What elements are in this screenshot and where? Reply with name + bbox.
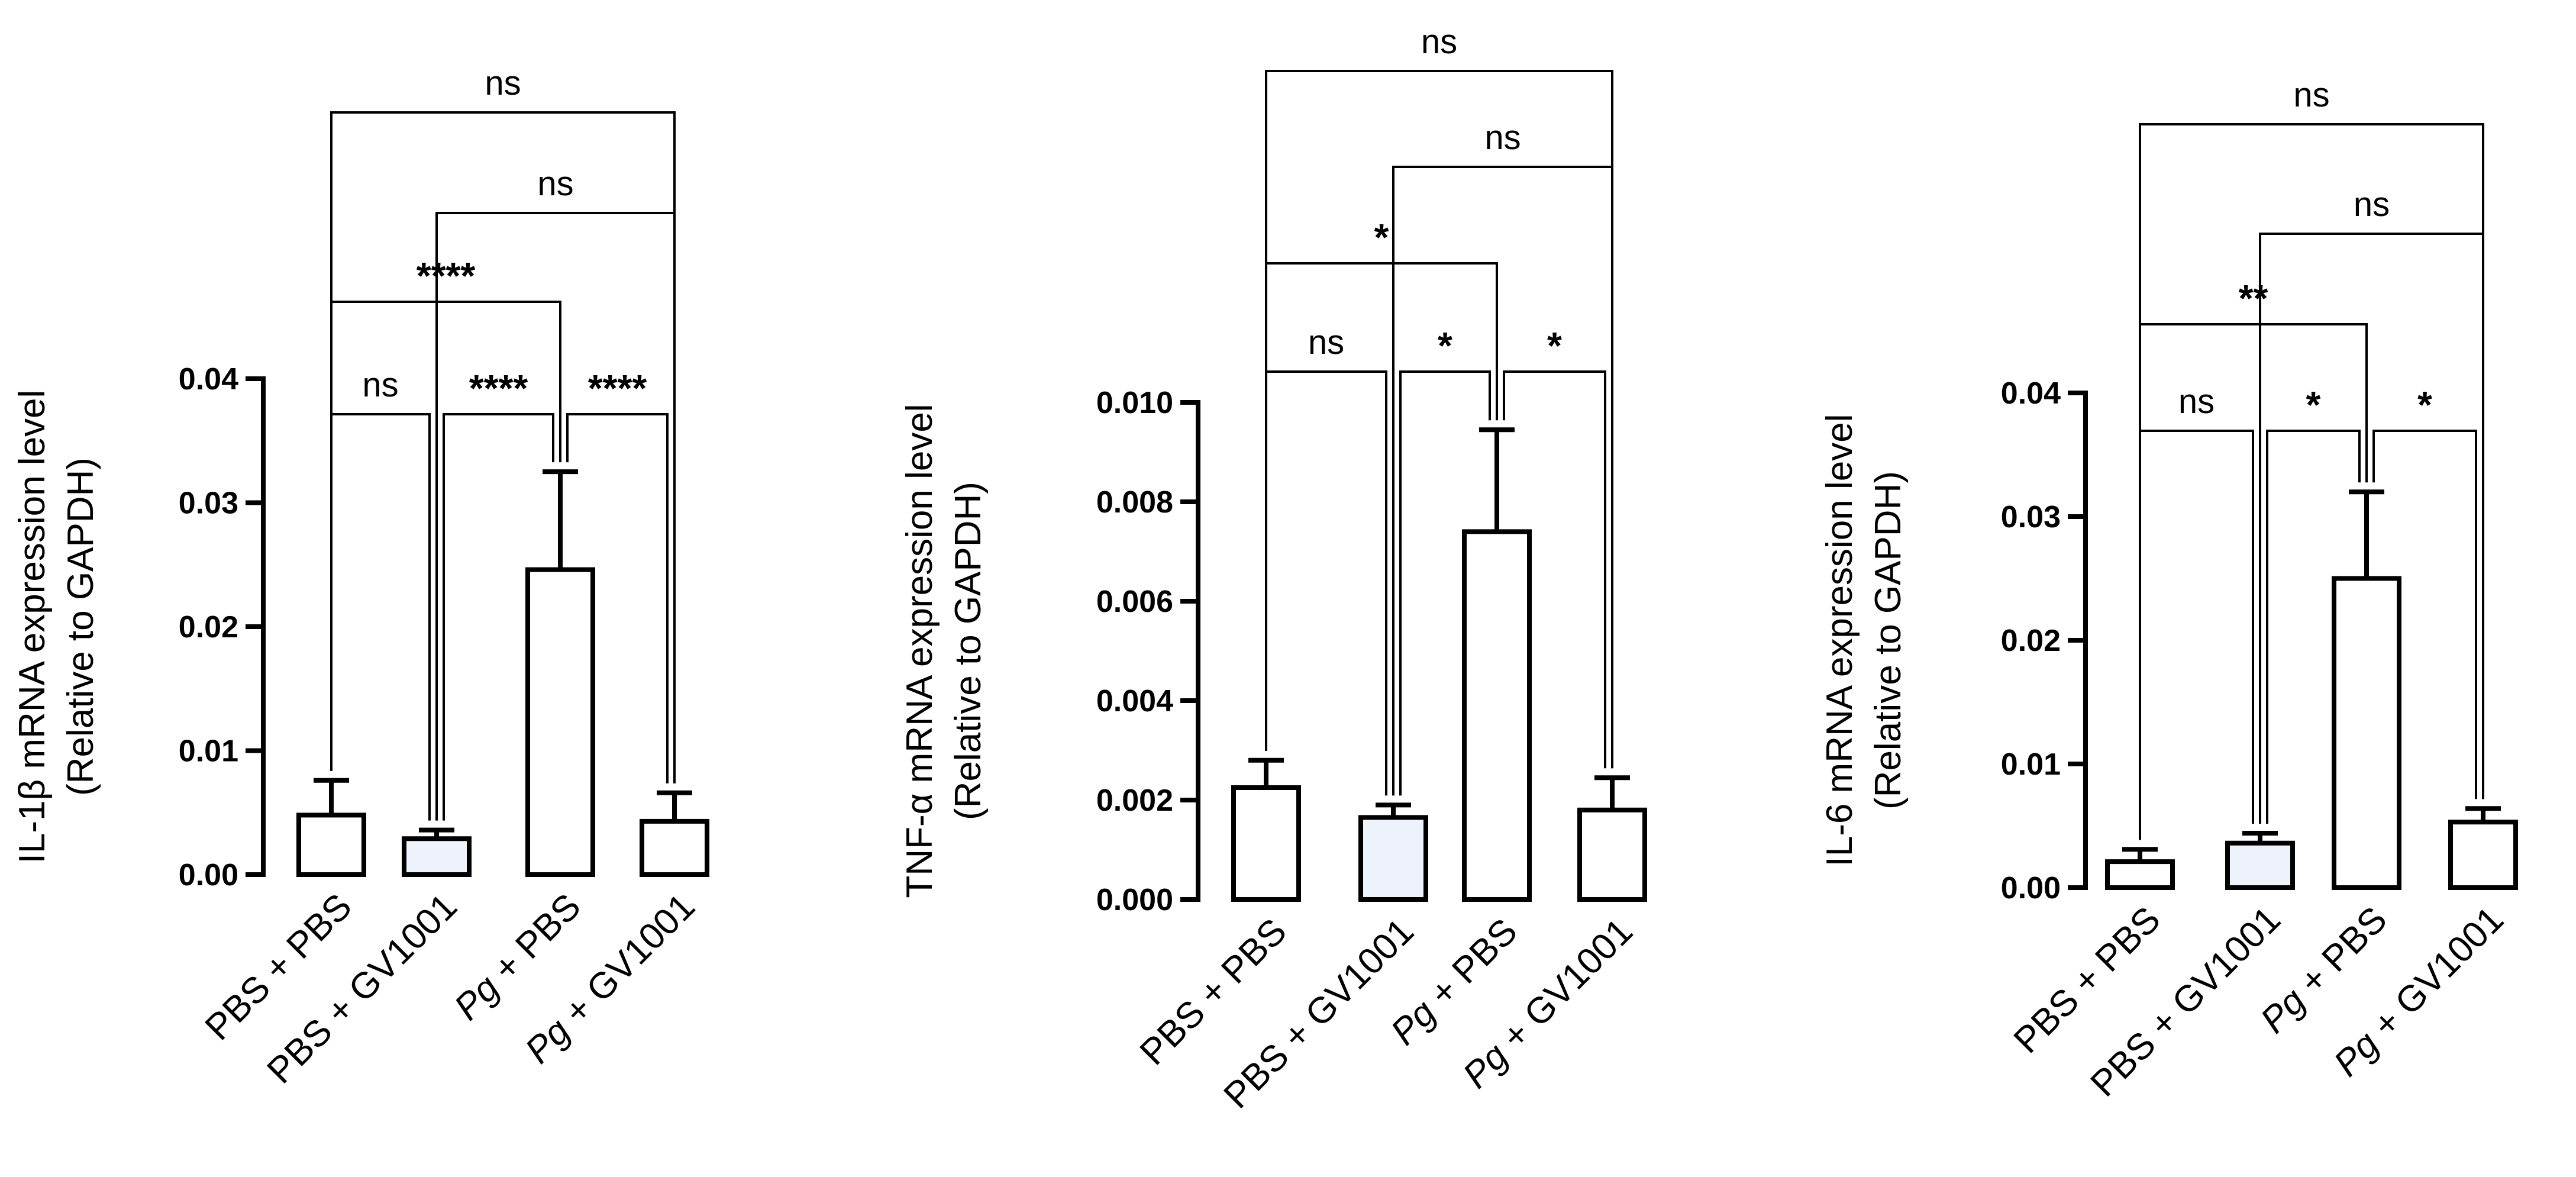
significance-label: * (2306, 383, 2321, 426)
significance-label: **** (469, 367, 528, 409)
y-tick-label: 0.04 (179, 362, 238, 396)
significance-label: **** (417, 254, 476, 297)
y-tick-label: 0.04 (2001, 376, 2061, 411)
y-axis-label-line2: (Relative to GAPDH) (1868, 471, 1909, 810)
significance-label: ns (1421, 22, 1457, 61)
significance-label: * (1547, 324, 1562, 367)
significance-bracket (330, 111, 676, 783)
significance-bracket (2139, 123, 2484, 840)
bar (1462, 529, 1532, 902)
category-label-treatment: + PBS (478, 886, 588, 996)
significance-label: ns (2293, 76, 2329, 114)
significance-label: ns (485, 64, 521, 102)
significance-bracket (566, 413, 669, 783)
y-axis-label: IL-1β mRNA expression level (Relative to … (12, 390, 101, 864)
y-tick-label: 0.00 (179, 858, 238, 892)
y-tick-label: 0.006 (1096, 585, 1173, 619)
bar (296, 812, 366, 877)
significance-label: ns (2354, 185, 2390, 224)
significance-bracket (2372, 430, 2477, 799)
y-axis-label-line2: (Relative to GAPDH) (948, 482, 989, 820)
significance-label: ns (537, 165, 573, 203)
significance-label: * (1374, 216, 1389, 259)
significance-label: ns (1484, 118, 1521, 157)
y-tick-label: 0.03 (2001, 500, 2061, 534)
panel-tnfa: 0.000 0.002 0.004 0.006 0.008 0.010 TNF-α mRNA… (899, 22, 1647, 1116)
significance-bracket (1265, 370, 1387, 796)
significance-bracket (330, 413, 431, 821)
category-label-treatment: + PBS (1415, 911, 1525, 1021)
significance-label: ns (362, 366, 398, 404)
y-axis-label: IL-6 mRNA expression level (Relative to G… (1819, 414, 1909, 867)
y-tick-label: 0.02 (2001, 624, 2061, 658)
significance-bracket (2266, 430, 2361, 824)
y-tick-label: 0.004 (1096, 684, 1173, 718)
significance-label: * (2417, 383, 2432, 426)
y-axis-label: TNF-α mRNA expression level (Relative to … (899, 404, 989, 898)
y-axis-label-line1: TNF-α mRNA expression level (899, 404, 940, 898)
category-label-treatment: + PBS (2284, 899, 2394, 1009)
category-label-treatment: + PBS (1184, 911, 1294, 1021)
bar (402, 836, 472, 877)
y-tick-label: 0.01 (2001, 747, 2061, 782)
significance-bracket (2139, 430, 2254, 840)
bar (2105, 859, 2175, 890)
bar (525, 567, 595, 877)
bar (2332, 576, 2401, 890)
y-tick-label: 0.00 (2001, 871, 2061, 905)
y-tick-label: 0.008 (1096, 485, 1173, 520)
y-tick-label: 0.03 (179, 486, 238, 521)
significance-label: ** (2239, 277, 2268, 320)
significance-label: * (1438, 324, 1452, 367)
bar (1231, 785, 1301, 902)
category-label: PBS + GV1001 (260, 886, 465, 1091)
y-tick-label: 0.000 (1096, 883, 1173, 917)
significance-label: ns (2178, 382, 2215, 421)
panel-il1b: 0.00 0.01 0.02 0.03 0.04 IL-1β mRNA expressio… (12, 64, 709, 1091)
y-axis-label-line2: (Relative to GAPDH) (60, 457, 101, 796)
significance-bracket (1399, 370, 1491, 796)
y-tick-label: 0.010 (1096, 386, 1173, 420)
panel-il6: 0.00 0.01 0.02 0.03 0.04 IL-6 mRNA expression… (1819, 76, 2518, 1104)
y-tick-label: 0.002 (1096, 783, 1173, 818)
y-tick-label: 0.01 (179, 734, 238, 769)
y-tick-label: 0.02 (179, 610, 238, 644)
significance-bracket (1503, 370, 1606, 769)
significance-bracket (443, 413, 554, 821)
y-axis-label-line1: IL-1β mRNA expression level (12, 390, 53, 864)
bar (640, 818, 709, 878)
category-label-treatment: + GV1001 (1268, 911, 1422, 1065)
category-label-treatment: + PBS (2058, 899, 2168, 1009)
bar (1358, 815, 1428, 902)
bar (1577, 807, 1647, 902)
significance-label: **** (588, 367, 647, 409)
bar (2448, 820, 2518, 890)
significance-bracket (1265, 70, 1613, 769)
y-axis-label-line1: IL-6 mRNA expression level (1819, 414, 1860, 867)
bar (2225, 840, 2295, 891)
significance-label: ns (1308, 323, 1344, 362)
